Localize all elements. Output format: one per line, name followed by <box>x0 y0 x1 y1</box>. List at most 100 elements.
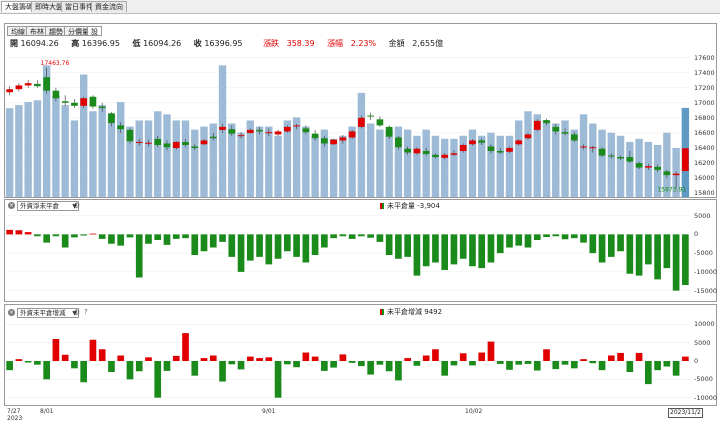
candle <box>246 129 254 133</box>
indicator-bar <box>52 339 60 361</box>
indicator-bar <box>108 361 115 372</box>
axis-tick-label: -10000 <box>694 267 718 276</box>
indicator-bar <box>570 234 578 239</box>
price-tick-label: 17200 <box>694 83 715 92</box>
indicator-bar <box>209 355 217 361</box>
change-label: 漲跌 <box>263 39 280 48</box>
volume-bar <box>478 135 486 197</box>
indicator-bar <box>6 229 13 235</box>
indicator-bar <box>552 234 560 237</box>
x-label-aug: 8/01 <box>40 408 54 415</box>
indicator-bar <box>265 234 273 265</box>
candle <box>580 146 587 148</box>
candle <box>98 106 106 109</box>
close-icon[interactable]: × <box>8 309 15 316</box>
indicator-bar <box>617 352 624 361</box>
volume-bar <box>98 105 106 197</box>
chevron-down-icon: ▼ <box>72 203 77 210</box>
indicator-bar <box>209 234 217 248</box>
indicator-bar <box>311 356 319 361</box>
price-tick-label: 17600 <box>694 53 715 62</box>
price-panel <box>4 23 717 198</box>
indicator-bar <box>71 361 78 369</box>
chg-indicator-select[interactable]: 外資未平倉增減 ▼ <box>17 308 79 318</box>
volume-bar <box>561 120 569 197</box>
indicator-bar <box>80 361 88 383</box>
candle <box>598 148 606 156</box>
top-tab-bar: 大盤籌碼 即時大盤 當日事件 資金流向 <box>0 0 720 14</box>
indicator-bar <box>607 355 615 361</box>
gear-icon[interactable]: ⚙ <box>73 308 81 317</box>
volume-bar <box>468 129 477 197</box>
candle <box>6 89 13 93</box>
volume-bar <box>15 105 23 197</box>
indicator-bar <box>89 339 97 361</box>
indicator-bar <box>15 359 23 361</box>
indicator-bar <box>432 234 439 263</box>
candle <box>182 141 189 145</box>
volume-bar <box>5 108 14 197</box>
gear-icon[interactable]: ⚙ <box>73 201 81 210</box>
indicator-bar <box>339 354 347 361</box>
volume-bar <box>283 120 292 197</box>
chg-legend-value: 9492 <box>424 308 443 316</box>
chg-panel <box>4 304 717 406</box>
axis-tick-label: 5000 <box>694 211 711 220</box>
candle <box>154 138 162 145</box>
candle <box>469 140 476 145</box>
indicator-bar <box>61 354 69 361</box>
oi-chart[interactable] <box>5 210 690 300</box>
indicator-bar <box>654 361 661 371</box>
candle <box>376 119 384 126</box>
price-tick-label: 16400 <box>694 144 715 152</box>
indicator-bar <box>98 349 106 361</box>
close-value: 16396.95 <box>204 39 243 48</box>
price-tick-label: 16000 <box>694 174 715 183</box>
indicator-bar <box>404 234 412 257</box>
indicator-bar <box>219 361 226 382</box>
price-chart[interactable]: 17463.76 15873.91 <box>5 50 690 197</box>
indicator-bar <box>496 361 504 364</box>
candle <box>413 148 421 154</box>
indicator-bar <box>469 234 476 267</box>
close-icon[interactable]: × <box>8 202 15 209</box>
indicator-bar <box>450 234 458 265</box>
indicator-bar <box>24 232 32 235</box>
volume-bar <box>181 120 190 197</box>
oi-indicator-select[interactable]: 外資淨未平倉 ▼ <box>17 201 79 211</box>
indicator-bar <box>246 356 254 361</box>
indicator-bar <box>404 358 412 361</box>
tab-fund-flow[interactable]: 資金流向 <box>91 1 127 12</box>
help-icon[interactable]: ? <box>84 308 88 316</box>
indicator-bar <box>598 234 606 263</box>
volume-bar <box>663 132 671 197</box>
chg-legend-label: 未平倉增減 <box>387 308 422 316</box>
chg-legend: 未平倉增減 9492 <box>380 307 442 317</box>
candle <box>172 141 180 148</box>
candle <box>441 154 449 158</box>
indicator-bar <box>663 361 671 367</box>
indicator-bar <box>580 234 587 243</box>
open-label: 開 <box>10 39 18 48</box>
candle <box>200 140 208 145</box>
chg-chart[interactable] <box>5 317 690 405</box>
candle <box>487 146 495 152</box>
tab-settings[interactable]: 設 <box>87 26 102 36</box>
volume-bar <box>320 129 329 197</box>
indicator-bar <box>533 234 541 240</box>
volume-bar <box>394 126 403 197</box>
volume-bar <box>459 135 467 197</box>
candle <box>43 77 50 91</box>
candle <box>256 129 263 132</box>
candle <box>321 138 328 144</box>
indicator-bar <box>256 358 263 361</box>
indicator-bar <box>552 361 560 370</box>
indicator-bar <box>283 234 291 252</box>
indicator-bar <box>237 361 245 370</box>
indicator-bar <box>478 234 486 269</box>
amount-value: 2,655億 <box>412 39 444 48</box>
volume-bar <box>311 135 319 197</box>
volume-bar <box>339 135 347 197</box>
volume-bar <box>579 114 588 197</box>
indicator-bar <box>126 361 134 380</box>
